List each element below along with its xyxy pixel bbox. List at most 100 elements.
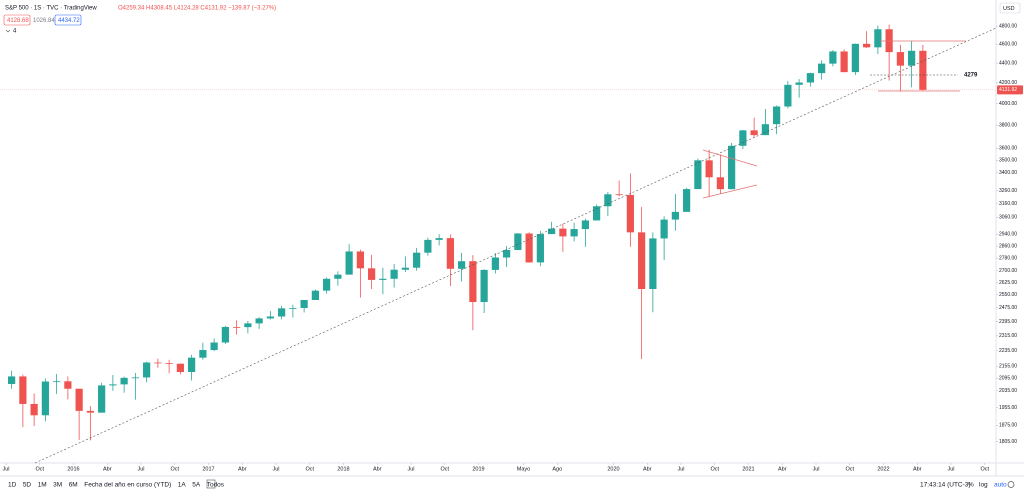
candle-body	[581, 220, 589, 230]
buy-price[interactable]: 4434.72	[58, 18, 80, 24]
y-tick-label: 4000.00	[999, 101, 1017, 107]
x-tick-label: Oct	[710, 466, 719, 472]
percent-toggle[interactable]: %	[968, 482, 974, 489]
settings-icon[interactable]	[1007, 481, 1015, 488]
candle-body	[469, 261, 477, 303]
last-price-tag	[997, 85, 1023, 95]
range-button[interactable]: 5D	[23, 482, 32, 489]
range-button[interactable]: 1D	[8, 482, 17, 489]
candle-body	[41, 381, 49, 416]
candle-body	[514, 233, 522, 250]
range-button[interactable]: 6M	[69, 482, 78, 489]
sell-price[interactable]: 4128.68	[7, 18, 29, 24]
candle-body	[728, 145, 736, 190]
range-button[interactable]: 3M	[53, 482, 62, 489]
y-tick-label: 1805.00	[999, 439, 1017, 445]
x-tick-label: 2021	[742, 466, 754, 472]
candle-body	[19, 376, 27, 404]
log-toggle[interactable]: log	[979, 482, 988, 489]
x-tick-label: 2022	[877, 466, 889, 472]
candle-body	[536, 234, 544, 263]
x-tick-label: Jul	[272, 466, 279, 472]
candle-body	[615, 194, 623, 196]
candle-body	[559, 228, 567, 237]
candle-body	[345, 251, 353, 275]
currency[interactable]: USD	[1003, 6, 1015, 12]
range-button[interactable]: Todos	[207, 482, 225, 489]
spread: 1026.84	[33, 18, 55, 24]
x-tick-label: Abr	[238, 466, 247, 472]
candle-body	[480, 269, 488, 303]
candle-body	[323, 278, 331, 291]
x-tick-label: 2017	[202, 466, 214, 472]
candle-body	[491, 257, 499, 270]
candle-body	[761, 124, 769, 136]
candle-body	[356, 251, 364, 269]
candle-body	[154, 362, 162, 364]
range-button[interactable]: 1A	[178, 482, 187, 489]
y-tick-label: 2860.00	[999, 243, 1017, 249]
candle-body	[75, 388, 83, 411]
plot-area	[8, 24, 927, 441]
candle-body	[795, 82, 803, 85]
x-tick-label: 2019	[472, 466, 484, 472]
y-tick-label: 1955.00	[999, 405, 1017, 411]
clock: 17:43:14 (UTC-3)	[920, 482, 971, 489]
collapse-icon[interactable]	[5, 29, 11, 33]
candle-body	[458, 261, 466, 269]
candle-body	[289, 307, 297, 309]
range-button[interactable]: 5A	[192, 482, 201, 489]
candle-body	[311, 290, 319, 300]
x-tick-label: Oct	[440, 466, 449, 472]
y-tick-label: 4600.00	[999, 42, 1017, 48]
candle-body	[210, 342, 218, 351]
y-tick-label: 2550.00	[999, 292, 1017, 298]
y-tick-label: 2395.00	[999, 319, 1017, 325]
currency-box[interactable]	[999, 2, 1021, 14]
candle-body	[221, 326, 229, 343]
level-label: 4279	[964, 73, 978, 79]
x-tick-label: Jul	[947, 466, 954, 472]
x-tick-label: Oct	[980, 466, 989, 472]
candle-body	[806, 73, 814, 83]
candle-body	[424, 239, 432, 253]
candle-body	[548, 228, 556, 235]
candle-body	[446, 238, 454, 269]
auto-toggle[interactable]: auto	[994, 482, 1007, 489]
sell-box[interactable]	[3, 14, 31, 26]
x-tick-label: Abr	[913, 466, 922, 472]
candle-body	[435, 238, 443, 240]
y-tick-label: 2315.00	[999, 333, 1017, 339]
triangle-upper	[702, 149, 758, 167]
candle-body	[98, 385, 106, 413]
x-tick-label: Mayo	[517, 466, 530, 472]
candle-body	[570, 229, 578, 237]
candle-body	[525, 233, 533, 263]
range-button[interactable]: Fecha del año en curso (YTD)	[84, 482, 171, 489]
candle-body	[176, 363, 184, 373]
candle-body	[716, 177, 724, 190]
x-tick-label: Oct	[845, 466, 854, 472]
candle-body	[401, 267, 409, 270]
candle-body	[784, 84, 792, 107]
y-tick-label: 4400.00	[999, 60, 1017, 66]
buy-box[interactable]	[54, 14, 82, 26]
candle-body	[739, 130, 747, 146]
range-button[interactable]: 1M	[38, 482, 47, 489]
candle-body	[120, 377, 128, 385]
candle-body	[750, 130, 758, 136]
triangle-lower	[702, 184, 758, 199]
indicator-count[interactable]: 4	[13, 29, 17, 35]
y-tick-label: 2155.00	[999, 364, 1017, 370]
candle-body	[131, 377, 139, 379]
candle-body	[30, 403, 38, 416]
candle-body	[683, 189, 691, 212]
y-tick-label: 2235.00	[999, 348, 1017, 354]
candle-body	[368, 268, 376, 280]
y-tick-label: 3260.00	[999, 188, 1017, 194]
candle-body	[851, 43, 859, 73]
calendar-icon[interactable]	[206, 479, 216, 489]
x-tick-label: Jul	[137, 466, 144, 472]
